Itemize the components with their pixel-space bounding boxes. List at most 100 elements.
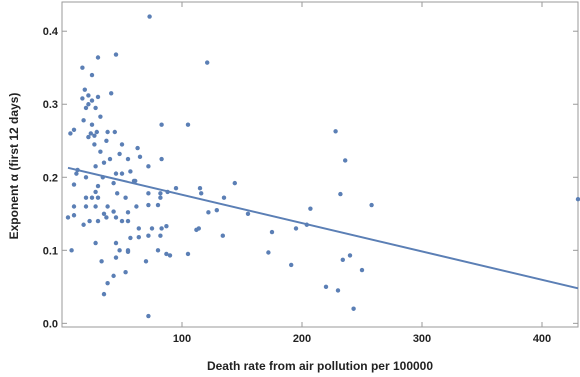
data-point [214,207,219,213]
data-point [113,215,119,220]
data-point [143,259,149,264]
data-point [197,186,203,191]
y-tick-label: 0.2 [43,172,58,184]
data-point [83,195,89,200]
data-point [71,213,77,218]
data-point [125,156,131,162]
data-point [134,204,139,209]
data-point [117,248,122,253]
data-point [83,175,89,180]
data-point [95,55,101,60]
data-point [232,180,237,186]
data-point [89,72,95,78]
data-point [338,191,343,197]
data-point [112,129,118,135]
data-point [146,233,151,238]
y-tick-label: 0.4 [43,26,59,38]
data-point [113,240,119,246]
data-point [89,122,95,127]
data-point [98,149,103,154]
data-point [289,262,294,268]
x-tick-label: 400 [533,333,551,345]
data-point [93,189,98,195]
data-point [359,267,365,273]
data-point [155,202,161,208]
data-point [128,169,133,174]
data-point [107,156,113,162]
data-point [136,226,141,231]
data-point [111,180,116,186]
data-point [125,249,131,254]
data-point [71,204,77,209]
data-point [133,178,138,184]
data-point [93,105,98,111]
plot-frame [61,1,579,328]
data-point [158,233,163,238]
data-point [117,151,122,157]
data-point [95,218,101,224]
data-point [167,253,173,258]
x-tick-label: 200 [293,333,311,345]
data-point [164,251,169,257]
data-point [81,118,86,123]
data-point [93,164,98,169]
data-point [93,204,98,209]
y-axis-title: Exponent α (first 12 days) [7,93,21,240]
data-point [136,234,141,240]
data-point [113,171,119,176]
data-point [343,158,348,163]
data-point [88,131,94,136]
data-point [105,129,110,135]
data-point [68,131,73,136]
data-point [109,91,114,96]
data-point [164,224,169,229]
data-point [185,122,191,127]
data-point [113,255,119,260]
data-point [173,186,179,191]
data-point [194,227,199,233]
data-point [71,182,77,187]
data-point [95,94,101,100]
data-point [146,191,151,196]
data-point [340,257,345,263]
data-point [125,218,131,224]
data-point [123,195,128,200]
data-point [95,183,101,189]
data-point [119,171,125,176]
data-point [104,215,109,220]
data-point [245,211,251,216]
data-point [101,211,107,216]
data-point [86,102,91,107]
data-point [92,133,97,138]
data-point [87,218,92,224]
data-point [82,87,88,92]
data-point [159,122,164,127]
x-tick-label: 300 [413,333,431,345]
data-point [95,195,101,200]
data-point [146,202,151,208]
data-point [128,235,133,241]
data-point [335,288,341,293]
data-point [86,134,91,140]
data-point [92,142,97,147]
data-point [115,191,120,196]
data-point [125,210,131,215]
data-point [83,204,89,209]
data-point [80,96,85,101]
data-point [89,98,95,103]
data-point [111,273,116,279]
x-axis-title: Death rate from air pollution per 100000 [207,359,433,373]
x-tick-label: 100 [173,333,191,345]
data-point [119,218,125,224]
data-point [221,195,227,200]
data-point [105,204,110,209]
data-point [69,248,74,253]
data-point [220,233,225,238]
x-ticks: 100 200 300 400 [173,2,551,345]
data-point [137,154,143,160]
data-point [81,222,86,227]
data-point [199,191,204,196]
data-point [147,14,152,19]
data-point [146,164,151,169]
